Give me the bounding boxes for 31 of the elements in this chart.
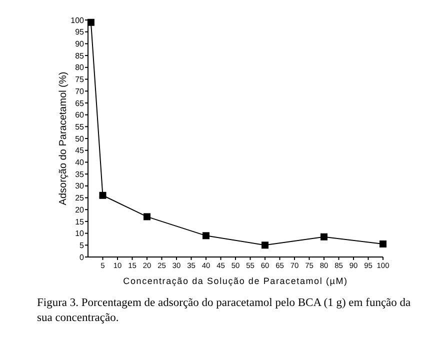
y-tick-label: 85 xyxy=(75,51,85,60)
y-tick-label: 0 xyxy=(80,252,85,262)
x-axis-title: Concentração da Solução de Paracetamol (µM) xyxy=(123,276,348,286)
point xyxy=(87,18,94,26)
y-tick-label: 90 xyxy=(75,40,85,48)
y-tick-label: 10 xyxy=(75,229,85,238)
y-tick-label: 40 xyxy=(75,158,85,167)
y-tick-label: 45 xyxy=(75,146,85,156)
y-tick-label: 70 xyxy=(75,86,85,96)
text: Figura 3. Porcentagem de adsorção do paracetamol pelo BCA (1 g) em função da sua concentração. xyxy=(37,297,411,324)
y-tick-label: 20 xyxy=(75,205,85,214)
y-tick-label: 80 xyxy=(75,63,85,72)
y-tick-label: 35 xyxy=(75,170,85,179)
y-axis-title: Adsorção do Paracetamol (%) xyxy=(58,72,69,206)
y-tick-label: 15 xyxy=(75,217,85,226)
y-tick-label: 65 xyxy=(75,98,85,108)
point xyxy=(99,192,106,199)
point xyxy=(144,213,150,220)
y-tick-label: 55 xyxy=(75,122,85,132)
point xyxy=(380,240,386,248)
point xyxy=(202,232,210,240)
y-tick-label: 5 xyxy=(80,240,85,250)
point xyxy=(262,242,268,249)
y-tick-label: 30 xyxy=(75,182,85,191)
y-tick-label: 75 xyxy=(75,75,85,84)
point xyxy=(320,233,328,240)
y-tick-label: 25 xyxy=(75,194,85,203)
y-tick-label: 100 xyxy=(70,16,85,25)
y-tick-label: 95 xyxy=(75,28,85,37)
y-tick-label: 60 xyxy=(75,110,85,120)
y-tick-label: 50 xyxy=(75,134,85,144)
